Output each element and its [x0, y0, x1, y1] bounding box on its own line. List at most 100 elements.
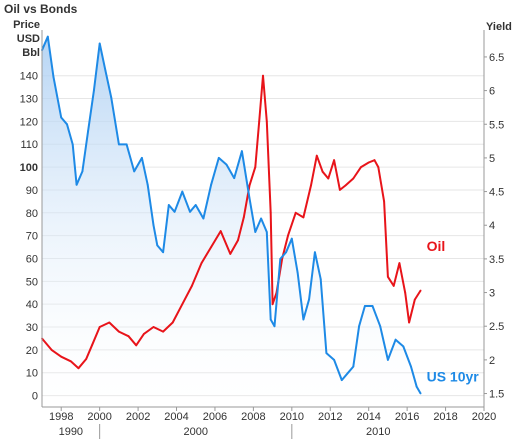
- data-point: [98, 42, 101, 45]
- data-point: [85, 358, 88, 360]
- bond-area: [42, 36, 421, 407]
- data-point: [302, 318, 305, 321]
- data-point: [118, 143, 120, 146]
- right-tick-label: 4: [489, 220, 495, 232]
- annotation-oil: Oil: [427, 238, 446, 254]
- data-point: [408, 321, 410, 324]
- left-axis-label-line-1: Price: [13, 19, 40, 31]
- left-tick-label: 70: [26, 231, 38, 243]
- data-point: [383, 200, 385, 203]
- right-tick-label: 5.5: [489, 119, 504, 131]
- data-point: [104, 69, 107, 72]
- right-tick-label: 3.5: [489, 254, 504, 266]
- right-tick-label: 2: [489, 355, 495, 367]
- data-point: [364, 305, 366, 307]
- data-point: [167, 204, 170, 206]
- data-point: [225, 163, 228, 166]
- data-point: [87, 130, 89, 132]
- data-point: [52, 76, 55, 78]
- data-point: [229, 253, 232, 255]
- data-point: [269, 211, 272, 214]
- data-point: [162, 251, 165, 254]
- right-tick-label: 2.5: [489, 321, 504, 333]
- x-tick-label: 2010: [280, 411, 304, 423]
- data-point: [319, 278, 322, 280]
- left-tick-label: 80: [26, 208, 38, 220]
- data-point: [194, 204, 197, 206]
- x-tick-label: 2008: [241, 411, 265, 423]
- data-point: [77, 367, 80, 370]
- data-point: [273, 325, 276, 328]
- right-tick-label: 5: [489, 153, 495, 165]
- data-point: [200, 262, 203, 264]
- data-point: [360, 166, 362, 169]
- data-point: [285, 251, 287, 254]
- data-point: [237, 239, 239, 242]
- left-tick-label: 120: [20, 116, 38, 128]
- data-point: [60, 355, 63, 358]
- data-point: [189, 210, 191, 213]
- data-point: [143, 333, 145, 335]
- bond-area-fill: [42, 36, 421, 407]
- data-point: [367, 161, 370, 164]
- left-axis-label-line-3: Bbl: [22, 47, 40, 59]
- x-tick-label: 1998: [49, 411, 73, 423]
- right-axis-ticks: 1.5 2 2.5 3 3.5 4 4.5 5 5.5 6 6.5: [484, 52, 504, 401]
- x-tick-label: 2018: [433, 411, 457, 423]
- data-point: [265, 120, 268, 123]
- left-tick-label: 90: [26, 185, 38, 197]
- data-point: [202, 217, 205, 220]
- right-tick-label: 3: [489, 288, 495, 300]
- data-point: [118, 330, 120, 333]
- data-point: [156, 244, 159, 247]
- data-point: [233, 177, 236, 180]
- left-tick-label: 40: [26, 299, 38, 311]
- data-point: [260, 217, 262, 220]
- data-point: [358, 325, 360, 328]
- data-point: [394, 338, 397, 341]
- data-point: [314, 251, 316, 254]
- data-point: [210, 246, 213, 249]
- decade-axis: 1990 2000 2010: [59, 424, 391, 439]
- data-point: [219, 230, 222, 233]
- data-point: [191, 285, 193, 287]
- data-point: [133, 170, 136, 173]
- right-tick-label: 1.5: [489, 389, 504, 401]
- data-point: [404, 291, 407, 294]
- data-point: [344, 184, 347, 187]
- x-tick-label: 2004: [164, 411, 188, 423]
- data-point: [327, 177, 330, 180]
- data-point: [398, 262, 401, 264]
- data-point: [108, 321, 111, 324]
- data-point: [98, 326, 101, 328]
- data-point: [339, 189, 341, 191]
- data-point: [152, 326, 155, 328]
- left-tick-label: 140: [20, 71, 38, 83]
- data-point: [371, 305, 374, 307]
- x-tick-label: 2000: [87, 411, 111, 423]
- data-point: [217, 157, 220, 159]
- x-tick-label: 2014: [356, 411, 380, 423]
- data-point: [110, 96, 113, 99]
- data-point: [410, 365, 412, 368]
- data-point: [419, 392, 422, 395]
- data-point: [171, 321, 174, 324]
- data-point: [91, 344, 93, 347]
- data-point: [66, 123, 68, 126]
- data-point: [373, 159, 376, 162]
- x-tick-label: 2016: [395, 411, 419, 423]
- data-point: [279, 258, 282, 260]
- data-point: [419, 289, 422, 292]
- data-point: [346, 372, 349, 375]
- data-point: [46, 35, 49, 38]
- data-point: [333, 359, 335, 361]
- x-axis-ticks: 1998 2000 2002 2004 2006 2008 2010 2012 2014 2016…: [49, 407, 496, 423]
- right-axis-label: Yield: [486, 21, 512, 33]
- data-point: [60, 116, 63, 119]
- left-tick-label: 30: [26, 322, 38, 334]
- data-point: [248, 197, 251, 200]
- data-point: [135, 344, 138, 347]
- data-point: [290, 237, 293, 240]
- data-point: [75, 183, 78, 186]
- data-point: [325, 352, 328, 354]
